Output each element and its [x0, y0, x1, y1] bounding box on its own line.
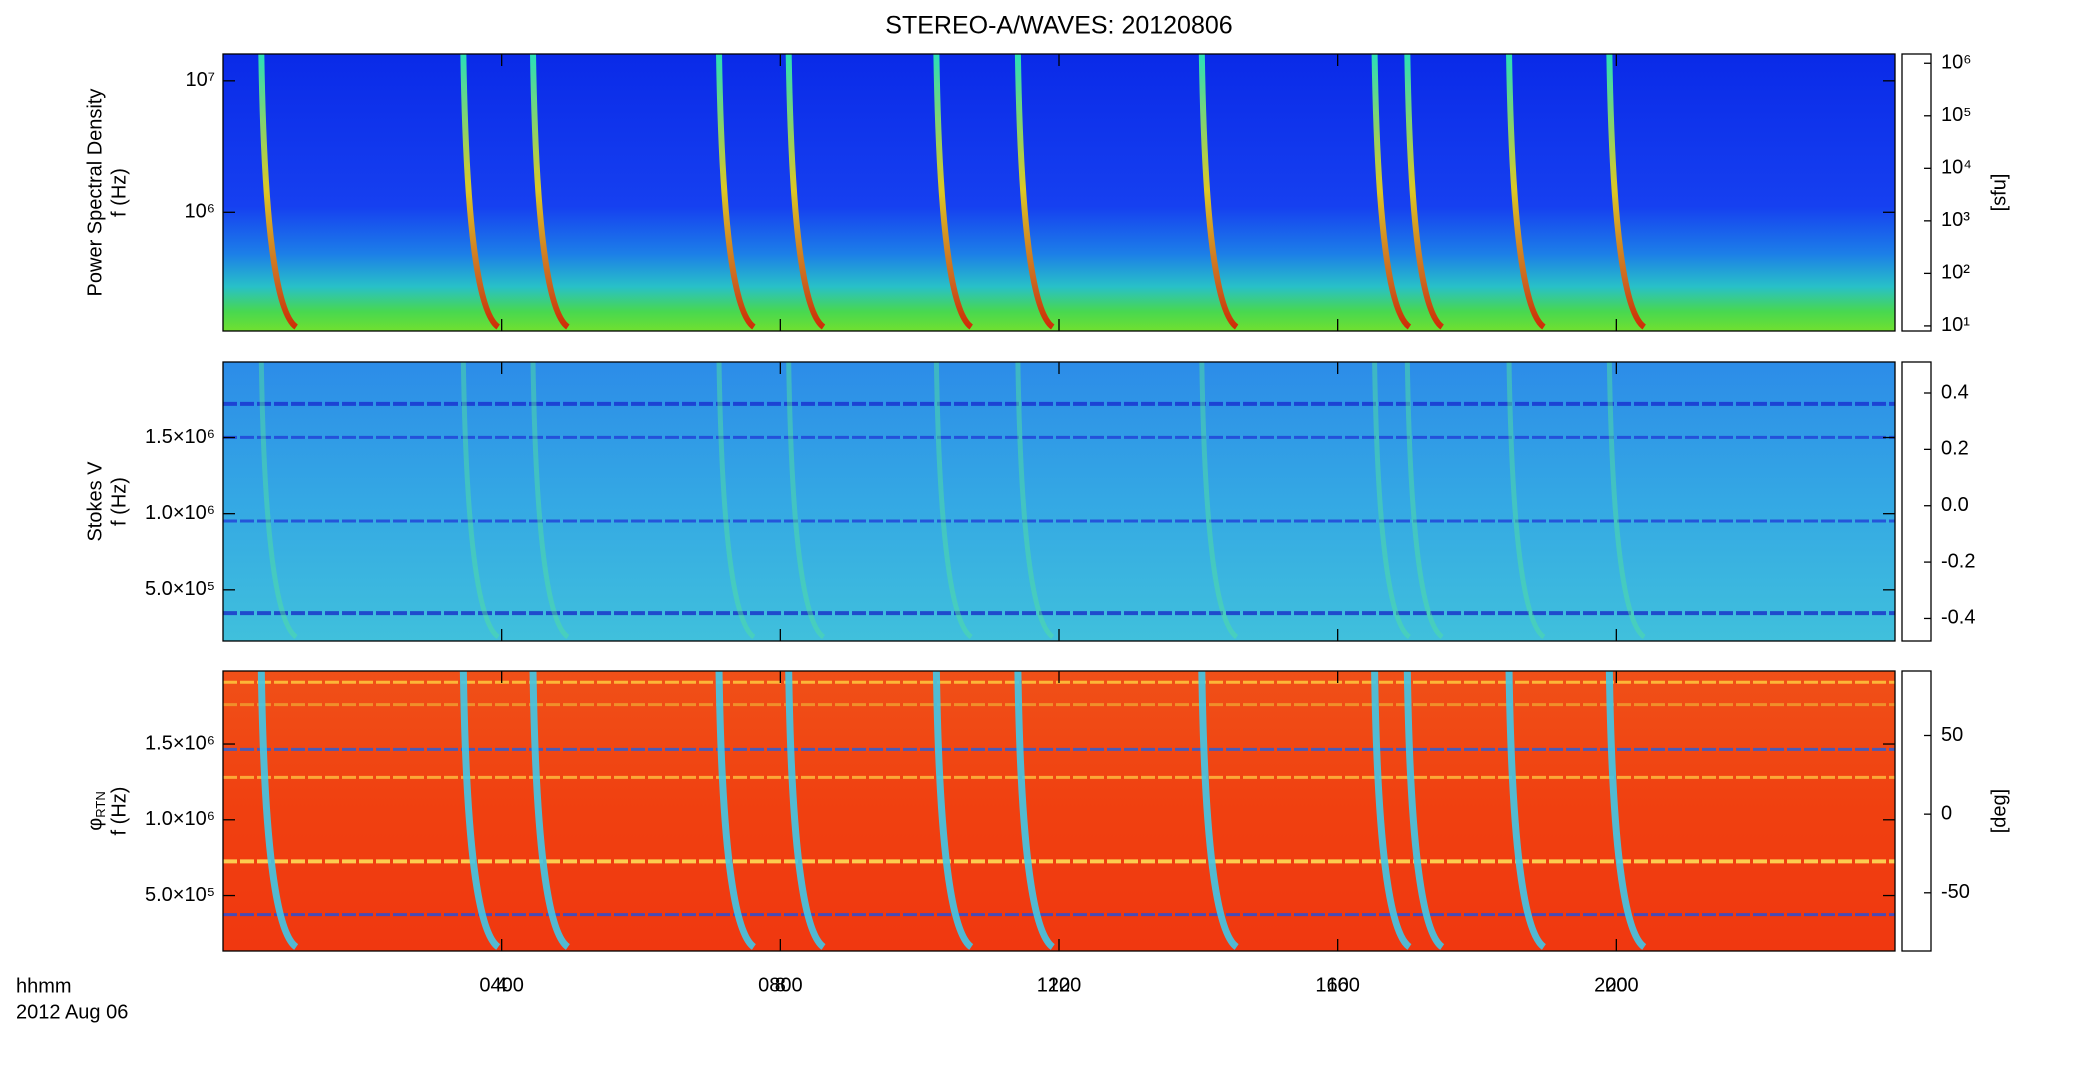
x-tick-label: 1600	[1315, 974, 1360, 996]
x-tick-label: 0400	[479, 974, 524, 996]
radio-burst	[716, 53, 756, 330]
y-axis-label: f (Hz)	[108, 168, 130, 217]
colorbar-label: [sfu]	[1988, 174, 2010, 212]
colorbar-tick-label: -50	[1941, 881, 1970, 903]
colorbar-tick-label: -0.2	[1941, 550, 1975, 572]
y-axis-label: f (Hz)	[108, 477, 130, 526]
y-tick-label: 5.0×10⁵	[145, 578, 215, 600]
y-tick-label: 1.0×10⁶	[145, 808, 215, 830]
radio-burst	[1199, 361, 1239, 640]
colorbar-tick-label: 0.2	[1941, 438, 1969, 460]
radio-burst	[785, 53, 826, 330]
radio-burst	[1404, 53, 1445, 330]
y-tick-label: 10⁶	[185, 201, 215, 223]
radio-burst	[1014, 53, 1055, 330]
radio-burst	[785, 670, 826, 950]
radio-burst	[258, 361, 298, 640]
x-axis-label: hhmm	[16, 975, 72, 997]
radio-burst	[460, 361, 500, 640]
x-tick-label: 8	[775, 974, 786, 996]
date-label: 2012 Aug 06	[16, 1001, 128, 1023]
colorbar-tick-label: 10⁴	[1941, 157, 1972, 179]
radio-burst	[1505, 670, 1547, 950]
colorbar-tick-label: 10³	[1941, 209, 1970, 231]
colorbar-tick-label: 50	[1941, 724, 1963, 746]
radio-burst	[1506, 53, 1546, 330]
radio-burst	[933, 361, 973, 640]
colorbar-tick-label: -0.4	[1941, 607, 1975, 629]
y-tick-label: 10⁷	[186, 69, 215, 91]
radio-burst	[459, 670, 501, 950]
radio-burst	[1371, 670, 1412, 950]
colorbar	[1901, 53, 1932, 332]
radio-burst	[1015, 361, 1055, 640]
spectrogram-image	[223, 54, 1895, 331]
y-axis-label: φRTN	[84, 791, 108, 830]
colorbar-tick-label: 0.0	[1941, 494, 1969, 516]
colorbar-tick-label: 0.4	[1941, 381, 1969, 403]
radio-burst	[529, 670, 571, 950]
y-axis-label: f (Hz)	[108, 787, 130, 836]
colorbar-label: [deg]	[1988, 789, 2010, 833]
y-tick-label: 1.0×10⁶	[145, 502, 215, 524]
x-tick-label: 0800	[758, 974, 803, 996]
radio-burst	[786, 361, 826, 640]
colorbar-tick-label: 10²	[1941, 262, 1970, 284]
radio-burst	[1372, 361, 1412, 640]
radio-burst	[1403, 670, 1445, 950]
y-tick-label: 1.5×10⁶	[145, 426, 215, 448]
y-axis-label: Power Spectral Density	[84, 89, 106, 297]
y-tick-label: 5.0×10⁵	[145, 884, 215, 906]
radio-burst	[1014, 670, 1056, 950]
colorbar-tick-label: 10⁶	[1941, 52, 1971, 74]
radio-burst	[1371, 53, 1412, 330]
radio-burst	[530, 53, 570, 330]
colorbar-tick-label: 10¹	[1941, 314, 1970, 336]
radio-burst	[1606, 361, 1646, 640]
y-axis-label-subscript: RTN	[93, 791, 108, 817]
radio-burst	[1606, 53, 1647, 330]
chart-title: STEREO-A/WAVES: 20120806	[885, 12, 1232, 40]
colorbar-tick-label: 10⁵	[1941, 104, 1972, 126]
x-tick-label: 20	[1605, 974, 1627, 996]
radio-burst	[460, 53, 501, 330]
radio-burst	[1404, 361, 1444, 640]
x-tick-label: 16	[1327, 974, 1349, 996]
colorbar-tick-label: 0	[1941, 802, 1952, 824]
x-tick-label: 1200	[1037, 974, 1082, 996]
radio-burst	[715, 670, 757, 950]
radio-burst	[530, 361, 570, 640]
x-tick-label: 12	[1048, 974, 1070, 996]
radio-burst	[1198, 670, 1239, 950]
x-tick-label: 2000	[1594, 974, 1639, 996]
radio-burst	[1605, 670, 1647, 950]
y-axis-label: Stokes V	[84, 461, 106, 542]
y-tick-label: 1.5×10⁶	[145, 732, 215, 754]
radio-burst	[1198, 53, 1239, 330]
radio-burst	[1506, 361, 1546, 640]
radio-burst	[258, 53, 299, 330]
colorbar	[1901, 361, 1932, 642]
spectrogram-image	[223, 671, 1895, 951]
radio-burst	[257, 670, 299, 950]
colorbar	[1901, 670, 1932, 952]
radio-burst	[933, 53, 974, 330]
x-tick-label: 4	[496, 974, 507, 996]
radio-burst	[716, 361, 756, 640]
radio-burst	[932, 670, 974, 950]
